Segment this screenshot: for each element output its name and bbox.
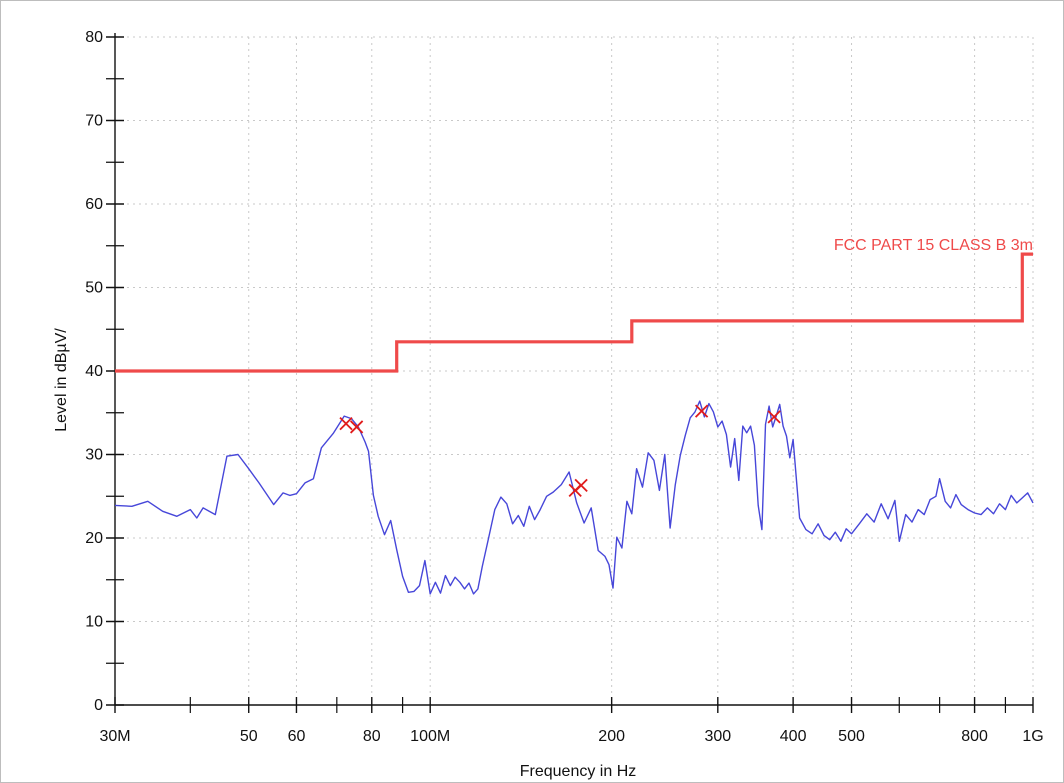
peak-marker-stroke [767, 410, 781, 424]
x-tick-label: 400 [780, 728, 807, 745]
x-tick-label: 50 [240, 728, 258, 745]
y-tick-label: 20 [85, 530, 103, 547]
peak-marker [574, 478, 588, 493]
peak-marker [767, 410, 781, 424]
x-axis-ticks: 30M 50 60 80 100M 200 300 400 500 800 1G [99, 697, 1044, 745]
peak-marker-stroke [349, 420, 364, 434]
x-tick-label: 30M [99, 728, 130, 745]
y-tick-label: 30 [85, 447, 103, 464]
x-tick-label: 100M [410, 728, 450, 745]
peak-markers [339, 404, 781, 498]
peak-marker [339, 416, 353, 431]
y-tick-label: 70 [85, 113, 103, 130]
x-tick-label: 1G [1022, 728, 1043, 745]
limit-line-label: FCC PART 15 CLASS B 3m [834, 237, 1033, 254]
y-tick-label: 60 [85, 196, 103, 213]
x-tick-label: 800 [961, 728, 988, 745]
x-tick-label: 60 [288, 728, 306, 745]
x-tick-label: 200 [598, 728, 625, 745]
limit-line [115, 252, 1033, 373]
peak-marker [349, 420, 364, 434]
peak-marker-stroke [694, 404, 709, 418]
y-tick-label: 40 [85, 363, 103, 380]
peak-marker-stroke [574, 478, 588, 493]
y-tick-label: 0 [94, 697, 103, 714]
measurement-trace [114, 400, 1034, 595]
peak-marker [694, 404, 709, 418]
peak-marker-stroke [339, 416, 353, 431]
y-axis-title: Level in dBµV/ [53, 328, 70, 432]
y-tick-label: 10 [85, 614, 103, 631]
x-tick-label: 80 [363, 728, 381, 745]
axes [114, 33, 1033, 706]
x-tick-label: 500 [838, 728, 865, 745]
y-axis-ticks: 0 10 20 30 40 50 60 70 80 [85, 29, 124, 714]
x-tick-label: 300 [704, 728, 731, 745]
y-tick-label: 80 [85, 29, 103, 46]
x-axis-title: Frequency in Hz [520, 763, 637, 780]
y-tick-label: 50 [85, 280, 103, 297]
